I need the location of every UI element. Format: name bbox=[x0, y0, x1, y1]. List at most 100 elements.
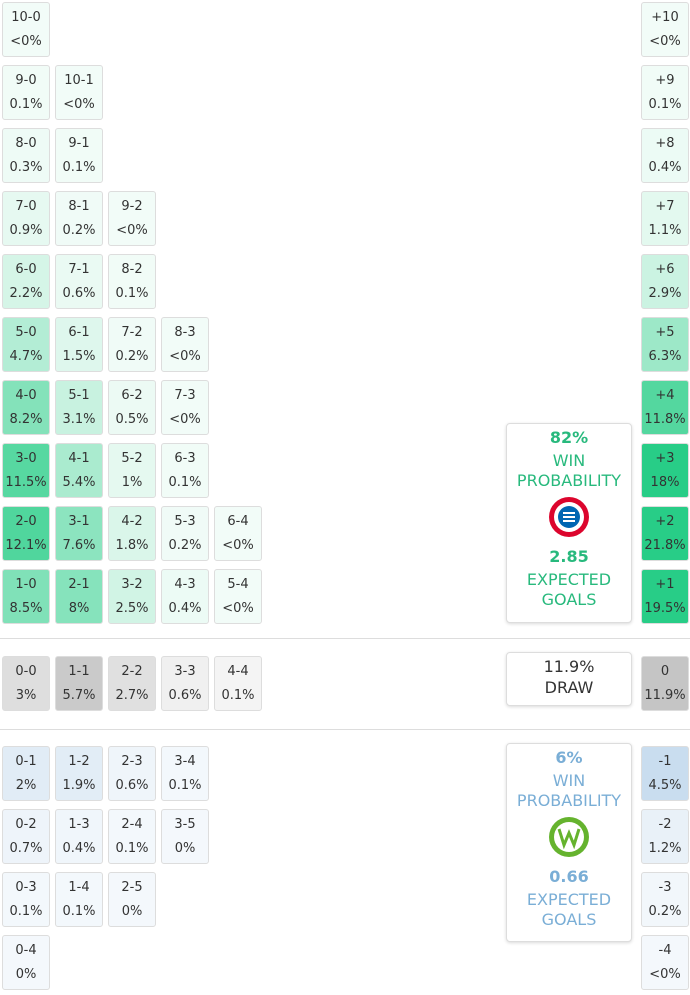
score: 3-4 bbox=[174, 754, 196, 769]
score: +10 bbox=[651, 10, 679, 25]
score-cell: 0-0 3% bbox=[2, 656, 50, 711]
divider bbox=[0, 729, 690, 730]
score: 4-1 bbox=[68, 451, 90, 466]
score-cell: 3-4 0.1% bbox=[161, 746, 209, 801]
win-probability: 6% bbox=[555, 748, 583, 767]
score-cell: 6-4 <0% bbox=[214, 506, 262, 561]
score-cell: 8-0 0.3% bbox=[2, 128, 50, 183]
probability: <0% bbox=[63, 97, 95, 112]
score: 0 bbox=[660, 664, 670, 679]
score: +3 bbox=[655, 451, 675, 466]
score: 5-0 bbox=[15, 325, 37, 340]
probability: 3.1% bbox=[62, 412, 96, 427]
probability: 0.1% bbox=[115, 841, 149, 856]
probability: 0.4% bbox=[62, 841, 96, 856]
score: 8-0 bbox=[15, 136, 37, 151]
probability: 2.9% bbox=[648, 286, 682, 301]
score-cell: +1 19.5% bbox=[641, 569, 689, 624]
score: 0-3 bbox=[15, 880, 37, 895]
probability: 1.5% bbox=[62, 349, 96, 364]
xg-label: EXPECTED GOALS bbox=[526, 570, 612, 609]
score-cell: 9-1 0.1% bbox=[55, 128, 103, 183]
probability: 8.2% bbox=[9, 412, 43, 427]
score: 3-5 bbox=[174, 817, 196, 832]
win-probability: 82% bbox=[549, 428, 589, 447]
probability: 11.9% bbox=[644, 688, 686, 703]
score-cell: +10 <0% bbox=[641, 2, 689, 57]
score-cell: +3 18% bbox=[641, 443, 689, 498]
probability: 0.4% bbox=[168, 601, 202, 616]
probability: 0.3% bbox=[9, 160, 43, 175]
score-cell: 10-1 <0% bbox=[55, 65, 103, 120]
score: 5-2 bbox=[121, 451, 143, 466]
score: 2-1 bbox=[68, 577, 90, 592]
score-cell: 7-2 0.2% bbox=[108, 317, 156, 372]
probability: 6.3% bbox=[648, 349, 682, 364]
score: 3-3 bbox=[174, 664, 196, 679]
score-cell: 4-4 0.1% bbox=[214, 656, 262, 711]
score: 6-4 bbox=[227, 514, 249, 529]
probability: 0.1% bbox=[221, 688, 255, 703]
score: 7-3 bbox=[174, 388, 196, 403]
score-cell: 6-2 0.5% bbox=[108, 380, 156, 435]
score: 3-0 bbox=[15, 451, 37, 466]
probability: <0% bbox=[169, 412, 201, 427]
probability: 5.4% bbox=[62, 475, 96, 490]
score-cell: 2-3 0.6% bbox=[108, 746, 156, 801]
score: 4-3 bbox=[174, 577, 196, 592]
probability: <0% bbox=[222, 601, 254, 616]
probability: <0% bbox=[649, 967, 681, 982]
score: -1 bbox=[658, 754, 672, 769]
score-cell: -2 1.2% bbox=[641, 809, 689, 864]
score: 2-3 bbox=[121, 754, 143, 769]
probability: <0% bbox=[649, 34, 681, 49]
score-cell: 8-2 0.1% bbox=[108, 254, 156, 309]
probability: 4.5% bbox=[648, 778, 682, 793]
score: -3 bbox=[658, 880, 672, 895]
away-logo bbox=[549, 817, 589, 857]
score-cell: +5 6.3% bbox=[641, 317, 689, 372]
home-card: 82% WIN PROBABILITY 2.85 EXPECTED GOALS bbox=[506, 423, 632, 623]
probability: 0.9% bbox=[9, 223, 43, 238]
score-cell: +6 2.9% bbox=[641, 254, 689, 309]
score-cell: -4 <0% bbox=[641, 935, 689, 990]
expected-goals: 0.66 bbox=[549, 867, 589, 886]
score: 4-0 bbox=[15, 388, 37, 403]
probability: <0% bbox=[10, 34, 42, 49]
score-cell: 2-0 12.1% bbox=[2, 506, 50, 561]
probability: 2% bbox=[15, 778, 37, 793]
score-cell: 7-0 0.9% bbox=[2, 191, 50, 246]
score: 8-1 bbox=[68, 199, 90, 214]
score: 5-1 bbox=[68, 388, 90, 403]
score: 8-3 bbox=[174, 325, 196, 340]
score-cell: 0-4 0% bbox=[2, 935, 50, 990]
probability: 0.1% bbox=[648, 97, 682, 112]
probability: 0.5% bbox=[115, 412, 149, 427]
score-cell: 1-3 0.4% bbox=[55, 809, 103, 864]
probability: 8.5% bbox=[9, 601, 43, 616]
draw-probability: 11.9% bbox=[543, 657, 595, 676]
probability: <0% bbox=[116, 223, 148, 238]
score: 4-2 bbox=[121, 514, 143, 529]
score-cell: 5-0 4.7% bbox=[2, 317, 50, 372]
probability: 0% bbox=[174, 841, 196, 856]
score-cell: 2-2 2.7% bbox=[108, 656, 156, 711]
score: 1-0 bbox=[15, 577, 37, 592]
score-cell: 3-3 0.6% bbox=[161, 656, 209, 711]
score: 6-0 bbox=[15, 262, 37, 277]
probability: 0.1% bbox=[62, 160, 96, 175]
score: 7-1 bbox=[68, 262, 90, 277]
score-cell: 2-5 0% bbox=[108, 872, 156, 927]
score-cell: +2 21.8% bbox=[641, 506, 689, 561]
score: 6-3 bbox=[174, 451, 196, 466]
score: 2-0 bbox=[15, 514, 37, 529]
away-card: 6% WIN PROBABILITY 0.66 EXPECTED GOALS bbox=[506, 743, 632, 942]
score-cell: +7 1.1% bbox=[641, 191, 689, 246]
probability: 18% bbox=[650, 475, 680, 490]
score-cell: 5-3 0.2% bbox=[161, 506, 209, 561]
score-cell: 1-1 5.7% bbox=[55, 656, 103, 711]
score: 9-1 bbox=[68, 136, 90, 151]
probability: 3% bbox=[15, 688, 37, 703]
probability: 1.8% bbox=[115, 538, 149, 553]
score-cell: 1-4 0.1% bbox=[55, 872, 103, 927]
